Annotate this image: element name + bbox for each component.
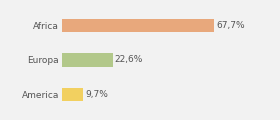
Text: 22,6%: 22,6%: [115, 55, 143, 64]
Bar: [62, 19, 214, 32]
Bar: [62, 53, 113, 67]
Text: 67,7%: 67,7%: [216, 21, 245, 30]
Text: 9,7%: 9,7%: [86, 90, 109, 99]
Bar: [62, 88, 83, 101]
